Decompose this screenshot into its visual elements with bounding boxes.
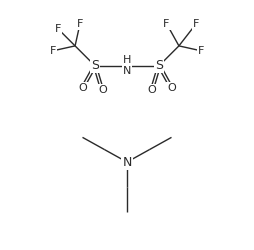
Text: H
N: H N (123, 55, 131, 76)
Text: F: F (50, 46, 56, 56)
Text: N: N (122, 156, 132, 168)
Text: S: S (155, 59, 163, 72)
Text: O: O (98, 86, 107, 96)
Text: S: S (91, 59, 99, 72)
Text: F: F (193, 19, 199, 29)
Text: F: F (163, 19, 170, 29)
Text: O: O (167, 83, 176, 93)
Text: O: O (78, 83, 87, 93)
Text: F: F (77, 19, 83, 29)
Text: F: F (198, 46, 204, 56)
Text: F: F (55, 24, 61, 34)
Text: O: O (147, 86, 156, 96)
